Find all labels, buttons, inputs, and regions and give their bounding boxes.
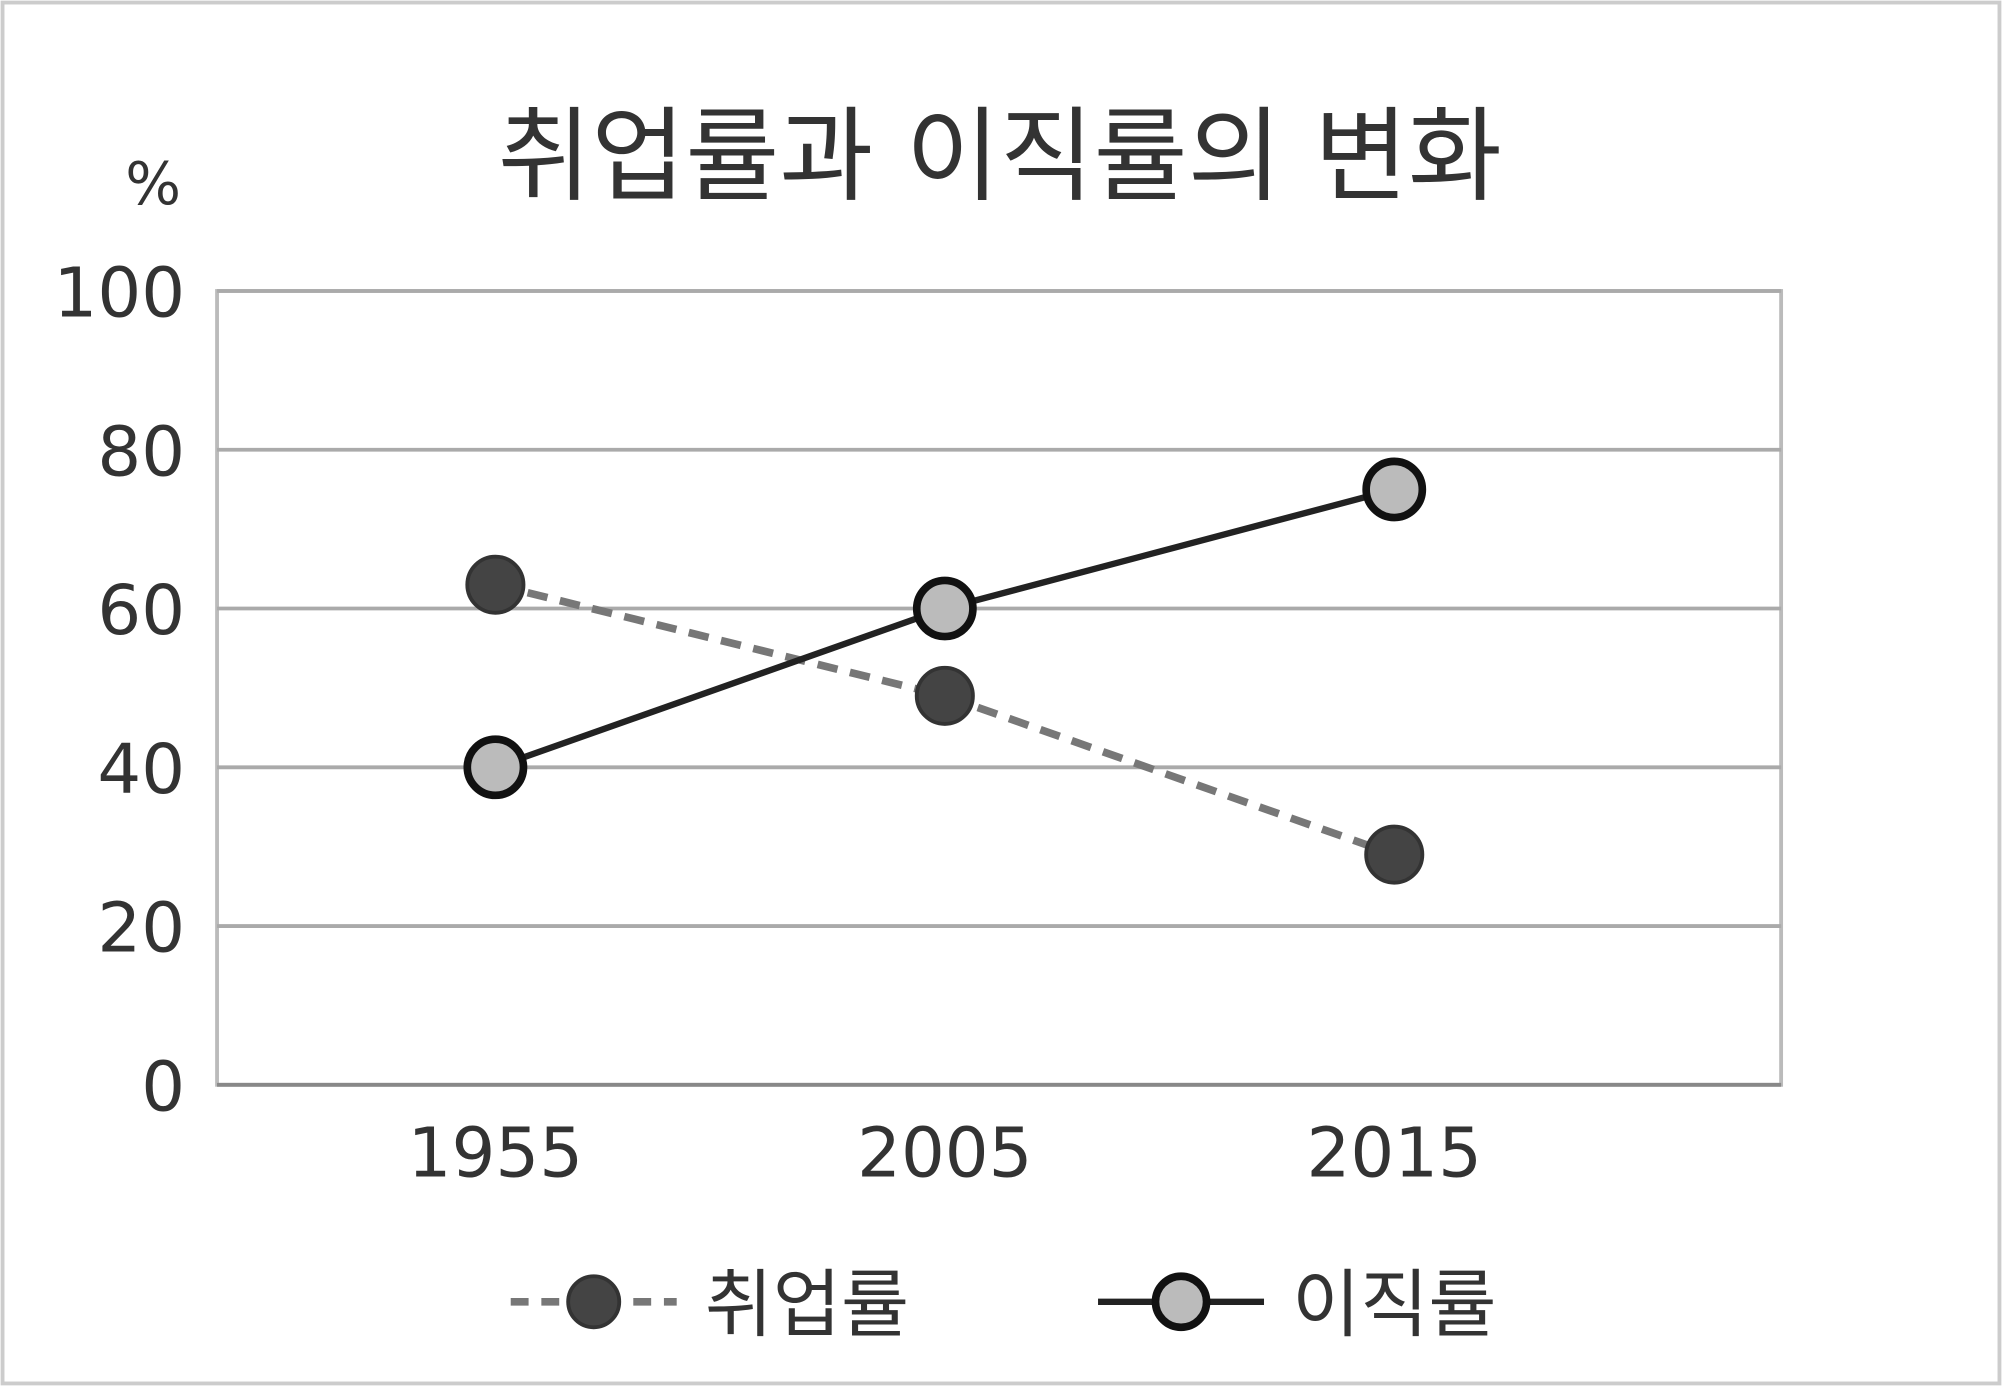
series-line-0 bbox=[494, 580, 1396, 859]
y-tick-label: 20 bbox=[97, 889, 185, 969]
y-tick-label: 80 bbox=[97, 412, 185, 492]
y-tick-label: 40 bbox=[97, 730, 185, 810]
legend-marker-0 bbox=[566, 1274, 622, 1330]
data-point bbox=[1362, 457, 1427, 522]
legend-label: 이직률 bbox=[1292, 1262, 1496, 1348]
y-axis-unit: % bbox=[125, 150, 181, 218]
chart-title: 취업률과 이직률의 변화 bbox=[497, 97, 1502, 216]
legend-marker-1 bbox=[1151, 1272, 1211, 1332]
y-tick-label: 60 bbox=[97, 571, 185, 651]
legend-label: 취업률 bbox=[705, 1262, 909, 1348]
data-point bbox=[465, 554, 526, 615]
data-point bbox=[463, 735, 528, 800]
series-group bbox=[463, 457, 1427, 885]
data-point bbox=[1364, 824, 1425, 885]
legend: 취업률 이직률 bbox=[510, 1262, 1496, 1348]
data-point bbox=[914, 665, 975, 726]
x-tick-label: 2005 bbox=[857, 1114, 1032, 1194]
data-point bbox=[912, 576, 977, 641]
x-tick-label: 1955 bbox=[408, 1114, 583, 1194]
y-tick-labels: 0 20 40 60 80 100 bbox=[54, 254, 186, 1128]
x-tick-labels: 1955 2005 2015 bbox=[408, 1114, 1482, 1194]
y-tick-label: 100 bbox=[54, 254, 186, 334]
gridlines bbox=[215, 289, 1784, 1087]
y-tick-label: 0 bbox=[141, 1047, 185, 1127]
x-tick-label: 2015 bbox=[1307, 1114, 1482, 1194]
